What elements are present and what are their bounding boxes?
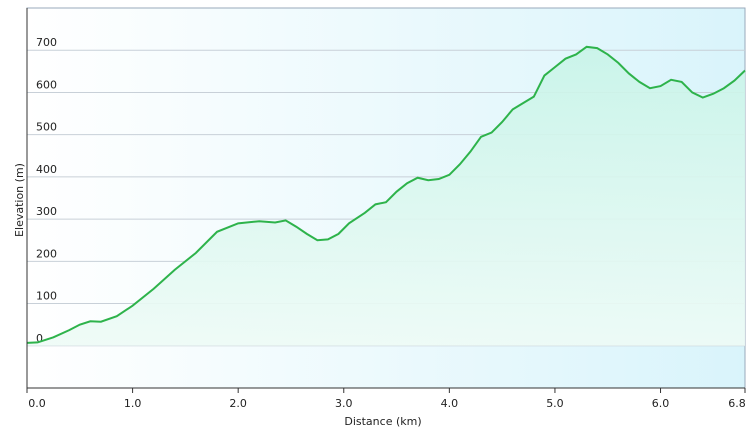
x-tick-label: 5.0 [546, 397, 564, 410]
x-tick-label: 6.0 [652, 397, 670, 410]
y-tick-label: 100 [36, 290, 57, 303]
y-tick-label: 200 [36, 247, 57, 260]
y-axis-label: Elevation (m) [13, 163, 26, 237]
y-tick-label: 300 [36, 205, 57, 218]
x-tick-label: 4.0 [441, 397, 459, 410]
y-tick-label: 600 [36, 78, 57, 91]
x-tick-label: 1.0 [124, 397, 142, 410]
elevation-line [26, 45, 746, 344]
x-tick-label: 0.0 [28, 397, 46, 410]
area-fill [27, 46, 745, 346]
y-tick-label: 500 [36, 121, 57, 134]
x-axis-label: Distance (km) [344, 415, 421, 428]
y-tick-label: 400 [36, 163, 57, 176]
x-tick-label: 3.0 [335, 397, 353, 410]
y-tick-label: 700 [36, 36, 57, 49]
x-tick-label: 2.0 [229, 397, 247, 410]
y-tick-label: 0 [36, 332, 43, 345]
x-tick-label: 6.8 [728, 397, 746, 410]
